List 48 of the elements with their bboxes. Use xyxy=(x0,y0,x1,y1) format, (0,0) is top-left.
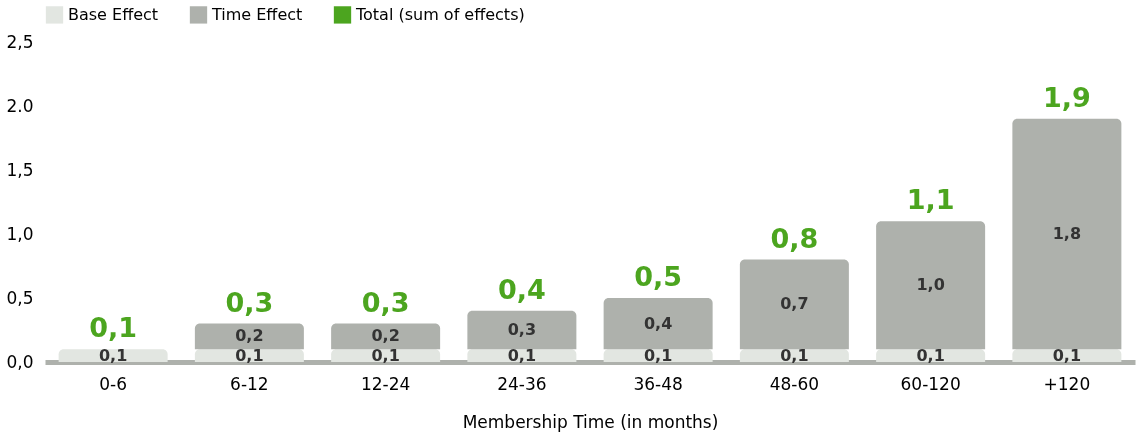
total-label: 0,1 xyxy=(89,312,138,344)
x-tick-label: 12-24 xyxy=(360,373,411,394)
bar xyxy=(876,221,986,350)
legend-label: Base Effect xyxy=(68,4,159,24)
data-label: 0,4 xyxy=(643,313,673,333)
x-tick-label: +120 xyxy=(1043,373,1091,394)
total-label: 0,8 xyxy=(770,222,819,254)
data-label: 0,1 xyxy=(235,345,264,365)
data-label: 0,7 xyxy=(780,294,809,314)
data-label: 0,1 xyxy=(98,345,128,365)
data-label: 0,2 xyxy=(235,326,264,346)
data-label: 0,2 xyxy=(371,326,400,346)
bar xyxy=(739,259,849,350)
x-axis-title: Membership Time (in months) xyxy=(462,411,719,432)
data-label: 0,3 xyxy=(507,320,537,339)
total-label: 0,5 xyxy=(634,261,683,292)
y-tick-label: 1,5 xyxy=(6,159,34,180)
total-label: 1,1 xyxy=(906,184,955,216)
data-label: 0,1 xyxy=(507,345,537,365)
bar xyxy=(603,298,713,350)
y-tick-label: 2.0 xyxy=(6,95,34,116)
x-tick-label: 48-60 xyxy=(769,373,820,394)
data-label: 0,1 xyxy=(371,345,400,365)
data-label: 1,8 xyxy=(1052,224,1082,243)
bar xyxy=(1012,118,1122,350)
bar xyxy=(467,310,577,350)
x-tick-label: 24-36 xyxy=(497,373,547,394)
total-label: 0,3 xyxy=(361,286,410,318)
x-tick-label: 0-6 xyxy=(99,373,128,394)
data-label: 0,1 xyxy=(780,345,809,365)
x-tick-label: 6-12 xyxy=(230,373,269,394)
total-label: 0,4 xyxy=(497,273,546,305)
data-label: 0,1 xyxy=(643,345,673,365)
y-tick-label: 1,0 xyxy=(6,223,34,244)
y-tick-label: 0,5 xyxy=(6,287,34,308)
data-label: 0,1 xyxy=(916,345,945,365)
legend-label: Time Effect xyxy=(211,4,303,24)
x-tick-label: 36-48 xyxy=(633,373,683,394)
data-label: 0,1 xyxy=(1052,345,1082,365)
legend-label: Total (sum of effects) xyxy=(355,4,525,24)
total-label: 1,9 xyxy=(1042,81,1091,113)
x-tick-label: 60-120 xyxy=(900,373,961,394)
bar xyxy=(331,323,441,350)
total-label: 0,3 xyxy=(225,286,274,318)
y-tick-label: 2,5 xyxy=(6,31,34,52)
data-label: 1,0 xyxy=(916,275,945,295)
bar xyxy=(194,323,304,350)
y-tick-label: 0,0 xyxy=(6,351,34,372)
